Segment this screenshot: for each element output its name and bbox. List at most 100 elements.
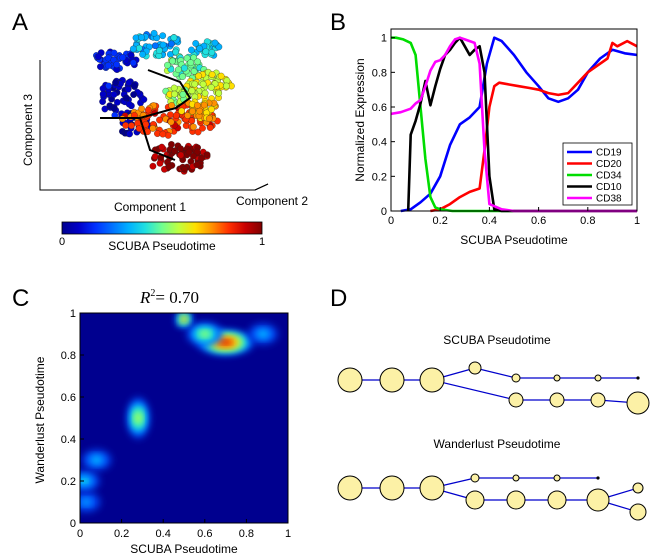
panel-c-density-heatmap: 00 0.2 0.2 0.4 0.4 0.6 0.6 0.8 0.8 1 1 R2= 0.70 SC…: [33, 288, 291, 556]
panel-a-3d-scatter: Component 1 Component 2 Component 3 0 1 …: [21, 29, 308, 253]
tree2-title: Wanderlust Pseudotime: [434, 437, 561, 451]
cell-point: [105, 82, 112, 90]
colorbar-label: SCUBA Pseudotime: [108, 239, 216, 253]
legend-label-cd19: CD19: [596, 148, 622, 159]
cell-point: [156, 159, 164, 167]
y-tick-label: 0.4: [372, 137, 387, 149]
cell-point: [171, 90, 178, 98]
panel-b-axes-box: [390, 28, 638, 212]
panel-letter-c: C: [12, 285, 29, 312]
cell-point: [138, 34, 145, 41]
tree-node: [511, 373, 521, 383]
density-contour: [135, 412, 142, 424]
cell-point: [188, 87, 196, 95]
cell-point: [205, 115, 213, 122]
x-tick-label: 0.6: [197, 528, 212, 540]
cell-point: [168, 40, 175, 48]
tree-node: [553, 374, 561, 382]
tree-node: [629, 503, 647, 521]
y-tick-label: 0: [381, 206, 387, 218]
cell-point: [201, 89, 209, 97]
tree-node: [590, 392, 606, 408]
cell-point: [165, 163, 173, 171]
density-contour: [90, 455, 103, 465]
legend-label-cd38: CD38: [596, 194, 622, 205]
cell-point: [190, 68, 198, 75]
cell-point: [191, 80, 199, 88]
density-contour: [81, 498, 91, 506]
cell-point: [156, 116, 163, 124]
cell-point: [172, 48, 180, 56]
cell-point: [202, 48, 210, 55]
cell-point: [119, 54, 127, 61]
tree-node: [549, 392, 565, 408]
cell-point: [207, 84, 215, 91]
cell-point: [190, 123, 197, 131]
panel-b-line-chart: 00 0.2 0.2 0.4 0.4 0.6 0.6 0.8 0.8 1 1 SCUBA Pseud…: [353, 28, 640, 247]
y-tick-label: 1: [381, 33, 387, 45]
cell-point: [199, 80, 207, 88]
r2-value: = 0.70: [155, 288, 199, 307]
cell-point: [198, 154, 205, 162]
cell-point: [99, 85, 107, 92]
cell-point: [169, 57, 176, 65]
cell-point: [193, 161, 201, 169]
cell-point: [125, 100, 133, 108]
cell-point: [106, 102, 114, 110]
cell-point: [130, 91, 137, 98]
panel-c-title: R2= 0.70: [139, 288, 199, 307]
r2-exponent: 2: [150, 288, 155, 299]
cell-point: [217, 72, 225, 80]
tree-node: [337, 367, 363, 393]
cell-point: [181, 64, 188, 72]
tree-node: [419, 367, 445, 393]
cell-point: [178, 107, 185, 115]
panel-a-zlabel: Component 2: [236, 194, 308, 208]
cell-point: [135, 125, 143, 132]
cell-point: [175, 66, 182, 74]
panel-d-trees: SCUBA Pseudotime Wanderlust Pseudotime: [337, 333, 650, 521]
tree-node: [547, 490, 567, 510]
cell-point: [179, 73, 186, 80]
cell-point: [151, 153, 159, 160]
cell-point: [192, 40, 200, 47]
panel-a-trajectory-path: [100, 69, 192, 161]
heatmap-background: [80, 313, 288, 523]
panel-a-colorbar: [61, 221, 263, 235]
panel-b-ylabel: Normalized Expression: [353, 58, 367, 181]
panel-letter-b: B: [330, 9, 346, 36]
cell-point: [99, 90, 107, 98]
heatmap-density: [80, 313, 278, 512]
cell-point: [97, 63, 104, 71]
panel-c-xlabel: SCUBA Pseudotime: [130, 542, 238, 556]
tree-node: [379, 367, 405, 393]
y-tick-label: 0.4: [61, 434, 76, 446]
cell-point: [124, 85, 132, 93]
cell-point: [140, 96, 148, 103]
tree-node: [553, 474, 561, 482]
panel-a-ylabel: Component 3: [21, 94, 35, 166]
cell-point: [150, 29, 158, 37]
colorbar-max-label: 1: [259, 236, 265, 248]
cell-point: [168, 141, 175, 148]
tree-wanderlust: [337, 473, 647, 521]
tree-node: [632, 482, 644, 494]
cell-point: [170, 34, 178, 42]
legend-label-cd20: CD20: [596, 159, 622, 170]
cell-point: [122, 94, 130, 102]
cell-point: [130, 82, 138, 90]
tree-node: [626, 391, 650, 415]
cell-point: [138, 105, 145, 113]
panel-b-xlabel: SCUBA Pseudotime: [460, 233, 568, 247]
cell-point: [171, 147, 179, 155]
x-tick-label: 0.8: [239, 528, 254, 540]
x-tick-label: 1: [634, 215, 640, 227]
tree-node: [512, 474, 520, 482]
tree-scuba: [337, 361, 650, 415]
density-contour: [182, 318, 186, 321]
cell-point: [172, 112, 180, 119]
cell-point: [149, 162, 157, 170]
cell-point: [177, 145, 184, 153]
